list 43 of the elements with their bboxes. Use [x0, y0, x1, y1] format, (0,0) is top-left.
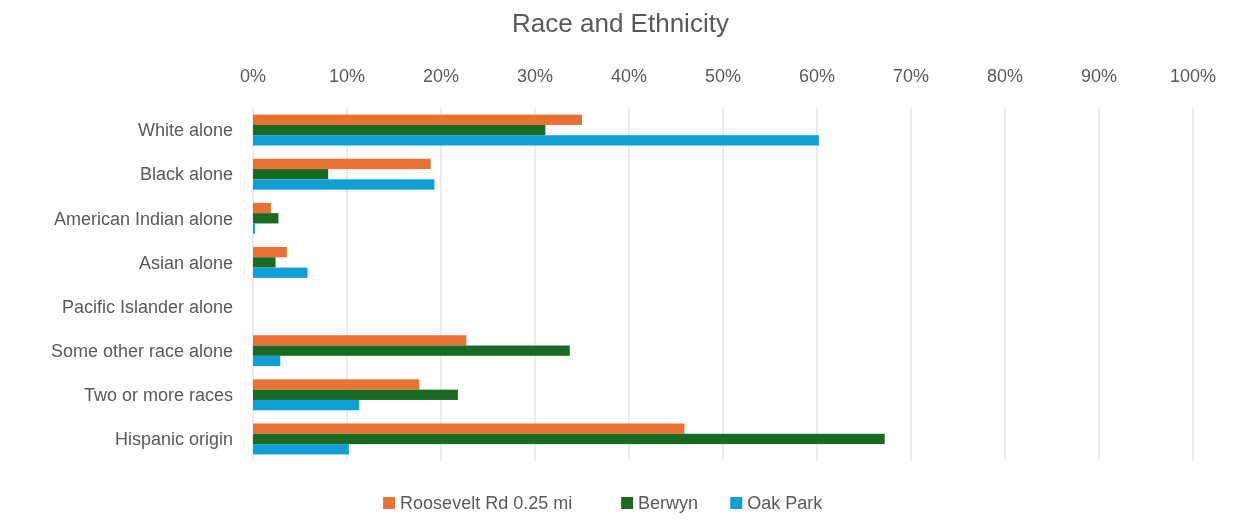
bar — [253, 389, 458, 400]
bar — [253, 135, 819, 146]
legend-label: Oak Park — [747, 493, 824, 513]
y-tick-label: Pacific Islander alone — [61, 296, 233, 317]
bar — [253, 267, 308, 278]
bar — [253, 399, 360, 411]
x-tick-label: 90% — [1080, 66, 1118, 86]
y-tick-label: Hispanic origin — [114, 429, 233, 450]
bar — [253, 213, 279, 224]
legend-label: Roosevelt Rd 0.25 mi — [400, 493, 573, 513]
bar — [253, 179, 435, 190]
x-tick-label: 20% — [422, 66, 460, 86]
y-tick-label: American Indian alone — [53, 208, 233, 229]
bar — [253, 355, 281, 367]
bar — [253, 246, 287, 258]
bar — [253, 124, 546, 136]
bar — [253, 202, 271, 214]
y-tick-label: Two or more races — [83, 385, 233, 406]
chart-title: Race and Ethnicity — [512, 8, 729, 38]
x-tick-label: 30% — [516, 66, 554, 86]
bar — [253, 158, 431, 170]
x-tick-label: 60% — [798, 66, 836, 86]
x-tick-label: 40% — [610, 66, 648, 86]
bar — [253, 423, 685, 434]
bar — [253, 379, 420, 390]
y-tick-label: Asian alone — [138, 252, 233, 273]
legend-label: Berwyn — [638, 493, 699, 513]
x-tick-label: 50% — [704, 66, 742, 86]
bar — [253, 433, 885, 445]
bar — [253, 169, 329, 180]
bar — [253, 257, 276, 268]
x-tick-label: 70% — [892, 66, 930, 86]
y-tick-label: White alone — [137, 120, 233, 141]
x-tick-label: 0% — [239, 66, 267, 86]
x-tick-label: 10% — [328, 66, 366, 86]
bar — [253, 114, 582, 125]
bar — [253, 345, 570, 356]
y-tick-label: Black alone — [139, 164, 233, 185]
x-tick-label: 80% — [986, 66, 1024, 86]
y-tick-label: Some other race alone — [50, 340, 233, 361]
x-tick-label: 100% — [1169, 66, 1217, 86]
bar — [253, 444, 349, 455]
bar — [253, 335, 467, 346]
